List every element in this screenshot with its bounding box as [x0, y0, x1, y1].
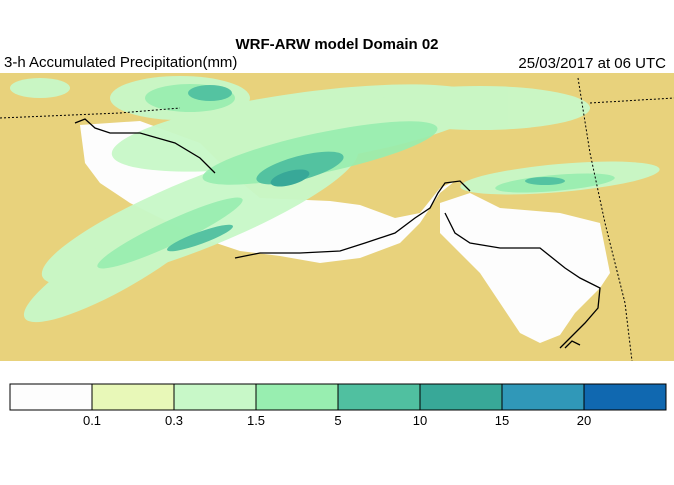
precipitation-map	[0, 73, 674, 361]
map-title: WRF-ARW model Domain 02	[235, 36, 439, 53]
colorbar-tick-label: 5	[334, 413, 342, 428]
colorbar-tick-label: 15	[494, 413, 510, 428]
colorbar	[9, 383, 667, 411]
map-subtitle: 3-h Accumulated Precipitation(mm)	[4, 54, 238, 71]
colorbar-boxes	[9, 383, 667, 411]
colorbar-box	[91, 383, 175, 411]
boundary	[0, 77, 674, 361]
colorbar-box	[337, 383, 421, 411]
colorbar-tick-label: 10	[412, 413, 428, 428]
colorbar-box	[419, 383, 503, 411]
colorbar-box	[9, 383, 93, 411]
colorbar-tick-label: 1.5	[246, 413, 266, 428]
colorbar-tick-label: 20	[576, 413, 592, 428]
colorbar-box	[173, 383, 257, 411]
colorbar-box	[255, 383, 339, 411]
gulf-of-oman-area	[440, 193, 610, 343]
coastline	[74, 118, 601, 349]
precip-very-heavy	[270, 169, 310, 187]
valid-time: 25/03/2017 at 06 UTC	[518, 55, 666, 72]
colorbar-box	[501, 383, 585, 411]
colorbar-box	[583, 383, 667, 411]
colorbar-tick-label: 0.3	[164, 413, 184, 428]
colorbar-tick-label: 0.1	[82, 413, 102, 428]
